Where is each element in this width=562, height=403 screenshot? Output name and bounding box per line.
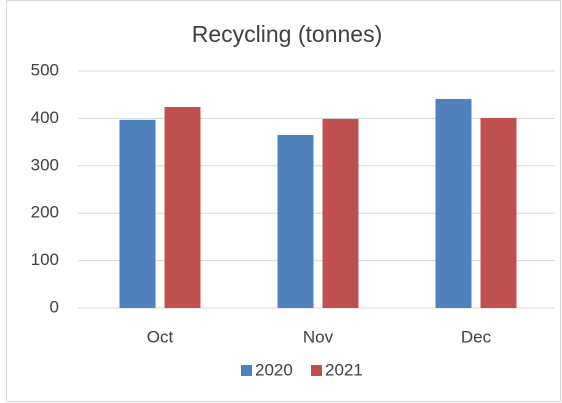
bar <box>322 118 359 309</box>
y-tick-label: 300 <box>31 155 59 174</box>
legend-label: 2020 <box>255 360 293 379</box>
y-tick-label: 0 <box>50 297 59 316</box>
x-tick-label: Oct <box>147 327 174 346</box>
chart-title: Recycling (tonnes) <box>192 21 382 47</box>
y-tick-label: 500 <box>31 60 59 79</box>
legend-label: 2021 <box>325 360 363 379</box>
y-tick-label: 100 <box>31 250 59 269</box>
bar <box>164 107 201 308</box>
bar <box>119 119 156 309</box>
legend-swatch <box>241 365 252 376</box>
bar <box>480 117 517 309</box>
y-tick-label: 200 <box>31 203 59 222</box>
legend-swatch <box>311 365 322 376</box>
x-tick-label: Dec <box>461 327 492 346</box>
bar <box>277 134 314 308</box>
y-tick-label: 400 <box>31 108 59 127</box>
x-tick-label: Nov <box>303 327 334 346</box>
bar <box>435 98 472 308</box>
